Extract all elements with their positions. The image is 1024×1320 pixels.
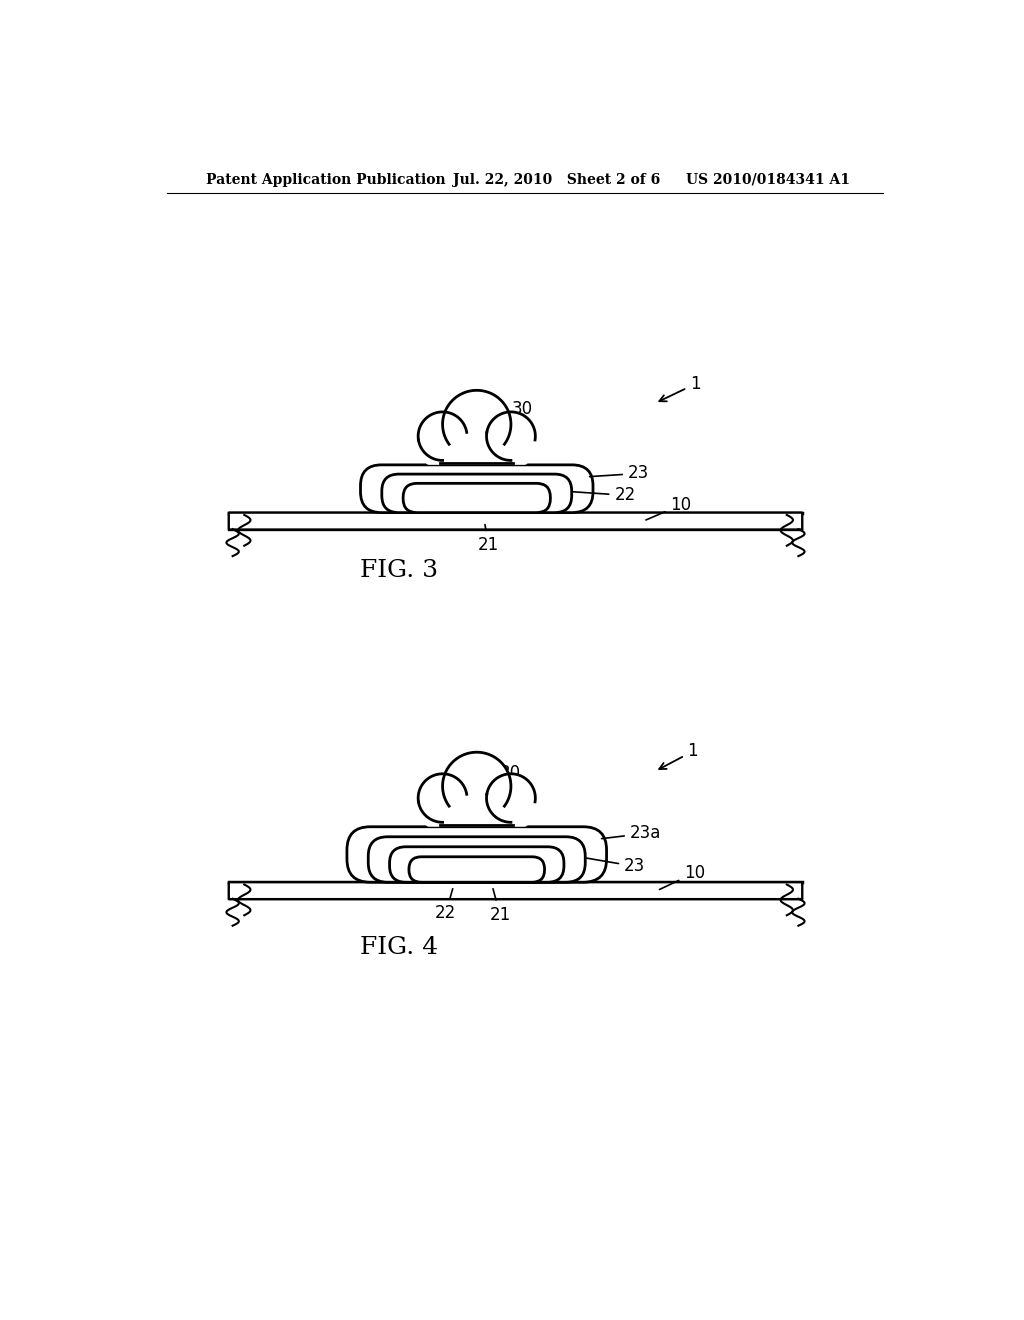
- FancyBboxPatch shape: [426, 799, 528, 826]
- Text: 1: 1: [659, 375, 700, 401]
- FancyBboxPatch shape: [228, 882, 802, 899]
- FancyBboxPatch shape: [369, 837, 586, 882]
- FancyBboxPatch shape: [228, 512, 802, 529]
- Text: 21: 21: [478, 524, 499, 554]
- FancyBboxPatch shape: [426, 437, 528, 465]
- FancyBboxPatch shape: [347, 826, 606, 882]
- Text: 1: 1: [659, 742, 698, 770]
- Circle shape: [486, 412, 536, 461]
- Text: FIG. 4: FIG. 4: [360, 936, 438, 960]
- Text: 30: 30: [487, 764, 521, 785]
- Text: US 2010/0184341 A1: US 2010/0184341 A1: [686, 173, 850, 187]
- Text: 23: 23: [590, 465, 649, 482]
- Circle shape: [486, 774, 536, 822]
- Text: 10: 10: [659, 865, 706, 890]
- Text: Patent Application Publication: Patent Application Publication: [206, 173, 445, 187]
- Circle shape: [442, 752, 511, 820]
- FancyBboxPatch shape: [409, 857, 545, 882]
- FancyBboxPatch shape: [389, 847, 564, 882]
- Text: 23a: 23a: [601, 825, 662, 842]
- Text: Jul. 22, 2010   Sheet 2 of 6: Jul. 22, 2010 Sheet 2 of 6: [454, 173, 660, 187]
- Circle shape: [442, 391, 511, 458]
- Text: 22: 22: [435, 888, 457, 921]
- Text: 22: 22: [570, 486, 636, 504]
- FancyBboxPatch shape: [360, 465, 593, 512]
- Text: 30: 30: [495, 400, 532, 421]
- Circle shape: [418, 774, 467, 822]
- FancyBboxPatch shape: [382, 474, 571, 512]
- Text: 23: 23: [584, 857, 645, 875]
- FancyBboxPatch shape: [403, 483, 550, 512]
- Text: FIG. 3: FIG. 3: [360, 558, 438, 582]
- Circle shape: [418, 412, 467, 461]
- Text: 21: 21: [489, 888, 511, 924]
- Text: 10: 10: [646, 496, 691, 520]
